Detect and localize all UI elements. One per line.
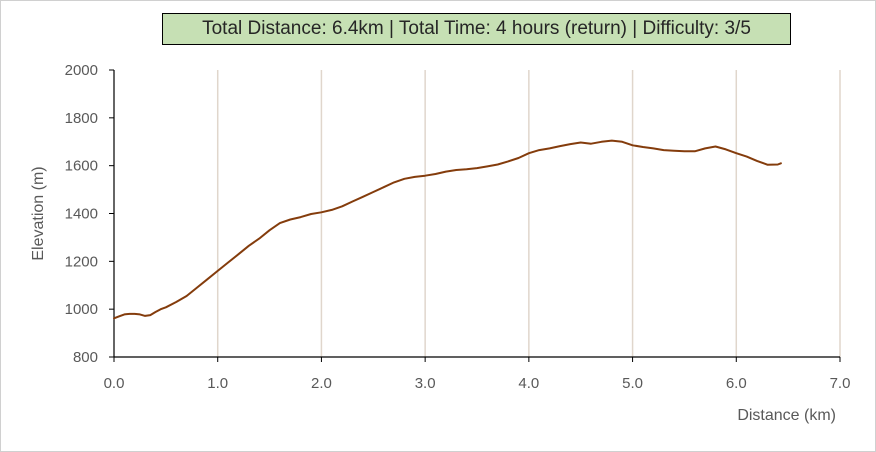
y-tick-label-4: 1600 <box>65 158 98 175</box>
x-tick-label-5: 5.0 <box>622 375 643 392</box>
x-tick-label-2: 2.0 <box>311 375 332 392</box>
tick-labels: 0.0 1.0 2.0 3.0 4.0 5.0 6.0 7.0 800 1000 1200 1400 1… <box>65 62 851 392</box>
x-tick-label-3: 3.0 <box>415 375 436 392</box>
x-tick-label-7: 7.0 <box>830 375 851 392</box>
y-tick-label-0: 800 <box>73 349 98 366</box>
y-tick-label-2: 1200 <box>65 253 98 270</box>
x-axis-title: Distance (km) <box>737 407 836 424</box>
x-tick-label-1: 1.0 <box>207 375 228 392</box>
x-tick-label-0: 0.0 <box>104 375 125 392</box>
y-tick-label-1: 1000 <box>65 301 98 318</box>
x-tick-label-6: 6.0 <box>726 375 747 392</box>
elevation-line-0 <box>113 139 782 320</box>
x-tick-label-4: 4.0 <box>518 375 539 392</box>
y-tick-label-3: 1400 <box>65 206 98 223</box>
y-axis-title: Elevation (m) <box>30 166 47 260</box>
chart-title-text: Total Distance: 6.4km | Total Time: 4 ho… <box>202 18 751 39</box>
y-tick-label-5: 1800 <box>65 110 98 127</box>
series-group <box>113 139 782 320</box>
y-tick-label-6: 2000 <box>65 62 98 79</box>
axes <box>109 69 841 362</box>
chart-title: Total Distance: 6.4km | Total Time: 4 ho… <box>162 13 791 45</box>
grid-lines <box>216 70 841 357</box>
